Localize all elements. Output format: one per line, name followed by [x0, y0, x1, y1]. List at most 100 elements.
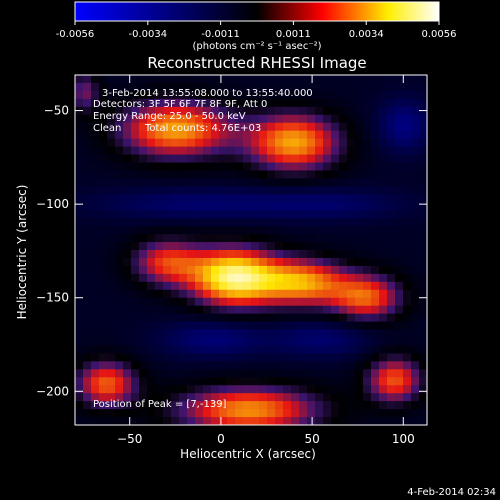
- heatmap-cell: [227, 178, 236, 187]
- heatmap-cell: [155, 162, 164, 172]
- heatmap-cell: [315, 329, 324, 339]
- heatmap-cell: [235, 106, 244, 116]
- heatmap-cell: [299, 337, 308, 347]
- heatmap-cell: [419, 305, 427, 315]
- heatmap-cell: [251, 401, 260, 410]
- heatmap-cell: [251, 250, 260, 259]
- heatmap-cell: [243, 345, 252, 354]
- heatmap-cell: [179, 305, 188, 315]
- heatmap-cell: [307, 106, 316, 116]
- heatmap-cell: [275, 337, 284, 347]
- heatmap-cell: [395, 417, 404, 425]
- heatmap-cell: [411, 281, 420, 291]
- heatmap-cell: [251, 385, 260, 394]
- heatmap-cell: [403, 289, 412, 299]
- heatmap-cell: [187, 273, 196, 283]
- heatmap-cell: [235, 289, 244, 299]
- heatmap-cell: [291, 130, 300, 140]
- heatmap-cell: [187, 226, 196, 235]
- heatmap-cell: [299, 345, 308, 354]
- heatmap-cell: [235, 178, 244, 187]
- heatmap-cell: [243, 361, 252, 370]
- heatmap-cell: [163, 281, 172, 291]
- heatmap-cell: [355, 353, 364, 362]
- heatmap-cell: [171, 353, 180, 362]
- heatmap-cell: [195, 305, 204, 315]
- heatmap-cell: [379, 138, 388, 148]
- heatmap-cell: [315, 353, 324, 362]
- heatmap-cell: [387, 154, 396, 164]
- heatmap-cell: [355, 417, 364, 425]
- heatmap-cell: [291, 401, 300, 410]
- heatmap-cell: [115, 186, 124, 195]
- heatmap-cell: [323, 250, 332, 259]
- heatmap-cell: [395, 90, 404, 100]
- heatmap-cell: [275, 369, 284, 378]
- heatmap-cell: [403, 122, 412, 132]
- heatmap-cell: [203, 242, 212, 251]
- heatmap-cell: [115, 234, 124, 243]
- heatmap-cell: [107, 186, 116, 195]
- heatmap-cell: [267, 146, 276, 156]
- heatmap-cell: [267, 409, 276, 418]
- heatmap-cell: [251, 281, 260, 291]
- heatmap-cell: [283, 361, 292, 370]
- heatmap-cell: [195, 218, 204, 227]
- heatmap-cell: [387, 178, 396, 187]
- heatmap-cell: [299, 385, 308, 394]
- heatmap-cell: [275, 250, 284, 259]
- heatmap-cell: [211, 242, 220, 251]
- heatmap-cell: [171, 186, 180, 195]
- heatmap-cell: [411, 361, 420, 370]
- heatmap-cell: [283, 114, 292, 124]
- heatmap-cell: [363, 162, 372, 172]
- heatmap-cell: [163, 138, 172, 148]
- heatmap-cell: [331, 329, 340, 339]
- heatmap-cell: [315, 250, 324, 259]
- heatmap-cell: [163, 106, 172, 116]
- heatmap-cell: [187, 329, 196, 339]
- heatmap-cell: [131, 321, 140, 331]
- heatmap-cell: [91, 90, 100, 100]
- heatmap-cell: [371, 393, 380, 402]
- heatmap-cell: [299, 75, 308, 84]
- heatmap-cell: [227, 321, 236, 331]
- heatmap-cell: [307, 234, 316, 243]
- heatmap-cell: [195, 154, 204, 164]
- heatmap-cell: [259, 321, 268, 331]
- heatmap-cell: [91, 369, 100, 378]
- heatmap-cell: [83, 186, 92, 195]
- heatmap-cell: [419, 75, 427, 84]
- heatmap-cell: [419, 178, 427, 187]
- heatmap-cell: [91, 377, 100, 386]
- heatmap-cell: [203, 82, 212, 92]
- heatmap-cell: [363, 90, 372, 100]
- heatmap-cell: [355, 313, 364, 323]
- heatmap-cell: [395, 329, 404, 339]
- heatmap-cell: [211, 321, 220, 331]
- heatmap-cell: [99, 162, 108, 172]
- heatmap-cell: [211, 289, 220, 299]
- y-axis: −50−100−150−200: [36, 104, 427, 398]
- heatmap-cell: [395, 202, 404, 211]
- heatmap-cell: [403, 337, 412, 347]
- heatmap-cell: [339, 146, 348, 156]
- heatmap-cell: [203, 385, 212, 394]
- heatmap-cell: [107, 234, 116, 243]
- heatmap-cell: [107, 146, 116, 156]
- heatmap-cell: [211, 146, 220, 156]
- heatmap-cell: [419, 369, 427, 378]
- heatmap-cell: [251, 313, 260, 323]
- heatmap-cell: [275, 146, 284, 156]
- heatmap-cell: [379, 417, 388, 425]
- heatmap-cell: [315, 409, 324, 418]
- heatmap-cell: [179, 297, 188, 307]
- heatmap-cell: [323, 305, 332, 315]
- colorbar-unit-label: (photons cm⁻² s⁻¹ asec⁻²): [192, 41, 321, 52]
- heatmap-cell: [395, 178, 404, 187]
- heatmap-cell: [363, 82, 372, 92]
- heatmap-cell: [123, 154, 132, 164]
- heatmap-cell: [147, 393, 156, 402]
- heatmap-cell: [371, 186, 380, 195]
